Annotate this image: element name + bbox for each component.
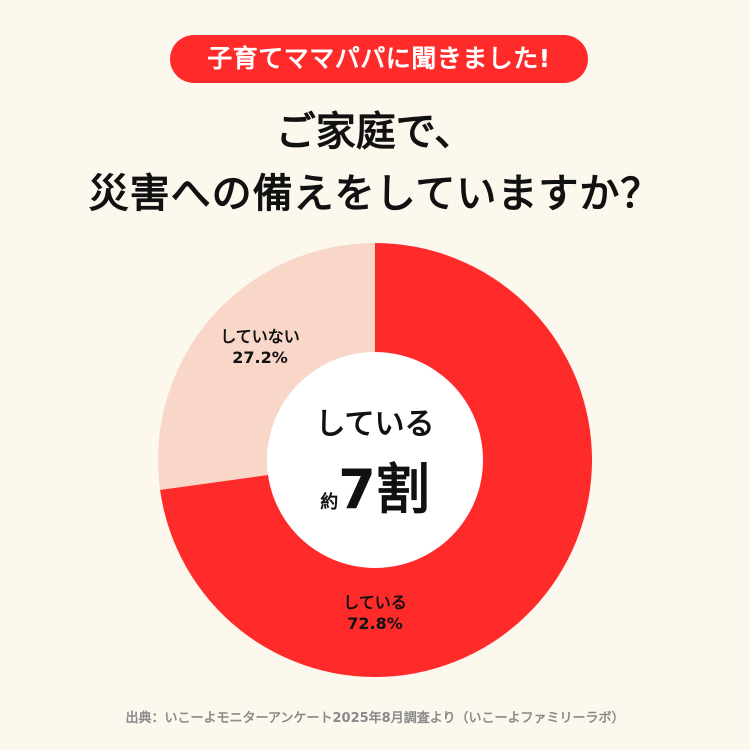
label-not-prepared: していない 27.2%	[190, 326, 330, 368]
label-prepared-name: している	[343, 593, 407, 612]
donut-center-hole	[267, 352, 483, 568]
label-prepared-value: 72.8%	[347, 614, 403, 633]
center-label: している	[315, 407, 435, 442]
survey-badge: 子育てママパパに聞きました!	[170, 35, 588, 83]
title-line-2: 災害への備えをしていますか？	[88, 171, 662, 217]
center-value: 約7割	[265, 455, 485, 538]
label-not-prepared-name: していない	[220, 327, 300, 346]
title-line-1: ご家庭で、	[275, 109, 475, 155]
center-big-value: 7割	[338, 458, 430, 521]
source-note: 出典：いこーよモニターアンケート2025年8月調査より（いこーよファミリーラボ）	[125, 711, 625, 726]
center-prefix: 約	[320, 492, 339, 513]
label-prepared: している 72.8%	[305, 592, 445, 634]
label-not-prepared-value: 27.2%	[232, 348, 288, 367]
